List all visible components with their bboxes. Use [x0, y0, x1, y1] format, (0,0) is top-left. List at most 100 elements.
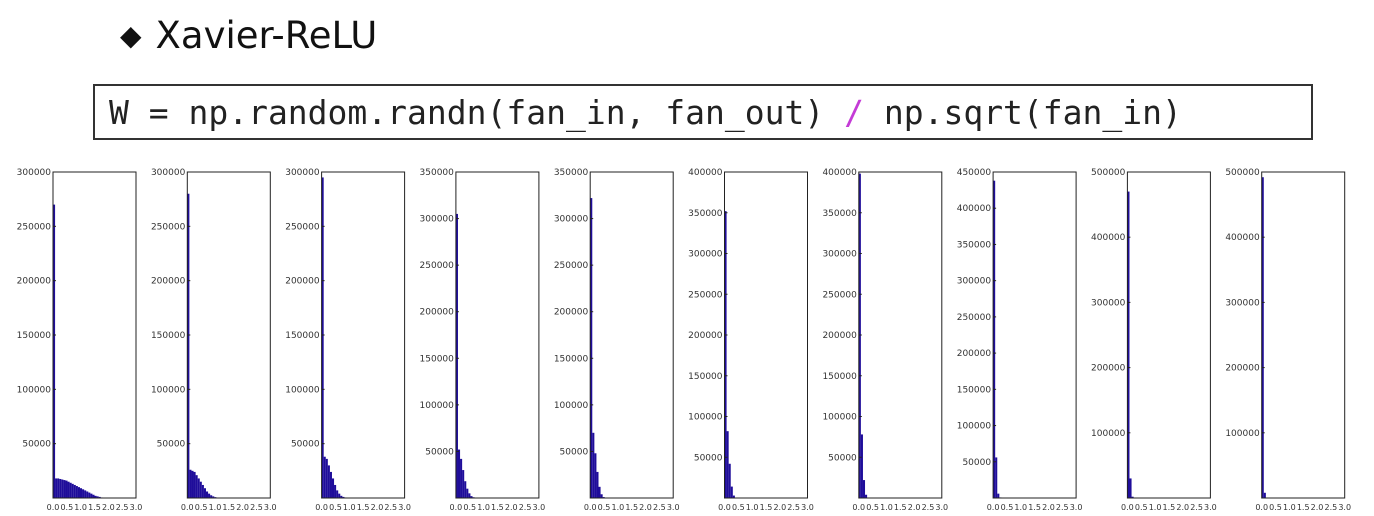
y-tick-label: 450000	[957, 168, 992, 178]
y-tick-label: 500000	[1225, 168, 1260, 178]
histogram-bar	[323, 456, 326, 498]
x-tick-label: 2.5	[653, 503, 666, 512]
y-tick-label: 400000	[1225, 233, 1260, 243]
histogram-bar	[724, 211, 727, 498]
code-snippet: W = np.random.randn(fan_in, fan_out) / n…	[93, 84, 1313, 140]
histogram-bar	[191, 470, 194, 498]
histogram-bar	[462, 470, 465, 498]
histogram-bar	[84, 490, 87, 498]
x-tick-label: 0.5	[598, 503, 611, 512]
x-tick-label: 2.0	[773, 503, 786, 512]
histogram-bar	[67, 481, 70, 498]
y-tick-label: 100000	[151, 385, 186, 395]
y-tick-label: 100000	[1091, 429, 1126, 439]
y-tick-label: 200000	[420, 308, 455, 318]
histogram-bar	[1131, 496, 1134, 498]
x-tick-label: 0.0	[315, 503, 328, 512]
x-tick-label: 1.5	[894, 503, 907, 512]
y-tick-label: 250000	[554, 261, 589, 271]
x-tick-label: 1.0	[74, 503, 87, 512]
histogram-bar	[327, 465, 330, 498]
histogram-bar	[858, 173, 861, 498]
x-tick-label: 2.0	[371, 503, 384, 512]
histogram-bar	[1261, 177, 1264, 498]
x-tick-label: 1.5	[625, 503, 638, 512]
x-tick-label: 1.0	[1283, 503, 1296, 512]
histogram-bar	[342, 496, 345, 498]
histogram-panel-9: 100000 200000 300000 400000 500000 0.0 0.5 1.0 1…	[1091, 168, 1217, 512]
y-tick-label: 250000	[285, 222, 320, 232]
x-tick-label: 0.0	[1121, 503, 1134, 512]
x-tick-label: 1.5	[88, 503, 101, 512]
histogram-bar	[1263, 492, 1266, 498]
y-tick-label: 150000	[554, 354, 589, 364]
histogram-bar	[69, 482, 72, 498]
y-tick-label: 50000	[962, 458, 991, 468]
histogram-bar	[325, 458, 328, 498]
x-tick-label: 2.5	[1190, 503, 1203, 512]
histogram-bar	[331, 478, 335, 498]
x-tick-label: 2.5	[250, 503, 263, 512]
y-tick-label: 100000	[420, 401, 455, 411]
x-tick-label: 2.0	[908, 503, 921, 512]
histogram-bar	[455, 213, 458, 498]
y-tick-label: 100000	[17, 385, 52, 395]
code-operator: /	[844, 92, 864, 132]
histogram-bar	[860, 434, 863, 498]
x-tick-label: 3.0	[398, 503, 411, 512]
y-tick-label: 150000	[420, 354, 455, 364]
histogram-bar	[53, 204, 56, 498]
histogram-bar	[96, 496, 99, 498]
x-tick-label: 0.5	[329, 503, 342, 512]
histogram-bar	[193, 471, 196, 498]
x-tick-label: 2.5	[922, 503, 935, 512]
y-tick-label: 400000	[1091, 233, 1126, 243]
y-tick-label: 300000	[957, 277, 992, 287]
histogram-bar	[203, 488, 206, 498]
x-tick-label: 0.5	[1135, 503, 1148, 512]
x-tick-label: 3.0	[1204, 503, 1217, 512]
histogram-bar	[338, 493, 341, 498]
x-tick-label: 1.0	[611, 503, 624, 512]
x-tick-label: 3.0	[1338, 503, 1351, 512]
histogram-bar	[208, 493, 211, 498]
histogram-bar	[460, 458, 463, 498]
histogram-bar	[336, 490, 339, 498]
y-tick-label: 300000	[151, 168, 186, 178]
y-tick-label: 50000	[694, 453, 723, 463]
y-tick-label: 100000	[554, 401, 589, 411]
x-tick-label: 0.0	[450, 503, 463, 512]
x-tick-label: 0.0	[47, 503, 60, 512]
histogram-bar	[205, 491, 209, 498]
histogram-bar	[55, 478, 58, 498]
y-tick-label: 350000	[554, 168, 589, 178]
x-tick-label: 1.5	[491, 503, 504, 512]
y-tick-label: 150000	[822, 372, 857, 382]
x-tick-label: 1.5	[357, 503, 370, 512]
histogram-bar	[82, 489, 85, 498]
y-tick-label: 100000	[822, 413, 857, 423]
plot-frame	[1126, 171, 1211, 499]
x-tick-label: 0.0	[584, 503, 597, 512]
histogram-bar	[457, 449, 461, 498]
plot-frame	[455, 171, 540, 499]
x-tick-label: 0.5	[866, 503, 879, 512]
histogram-bar	[726, 431, 729, 498]
plot-frame	[186, 171, 271, 499]
histogram-bar	[77, 487, 80, 498]
y-tick-label: 300000	[822, 250, 857, 260]
histogram-bar	[470, 496, 473, 498]
histogram-bar	[590, 198, 593, 498]
histogram-bar	[88, 492, 91, 498]
y-tick-label: 250000	[957, 313, 992, 323]
y-tick-label: 150000	[151, 331, 186, 341]
y-tick-label: 50000	[828, 453, 857, 463]
x-tick-label: 0.0	[852, 503, 865, 512]
histogram-bar	[600, 494, 603, 498]
y-tick-label: 200000	[1091, 364, 1126, 374]
y-tick-label: 300000	[17, 168, 52, 178]
histogram-bar	[728, 463, 731, 498]
y-tick-label: 150000	[957, 385, 992, 395]
y-tick-label: 200000	[151, 277, 186, 287]
histogram-bar	[98, 496, 101, 498]
